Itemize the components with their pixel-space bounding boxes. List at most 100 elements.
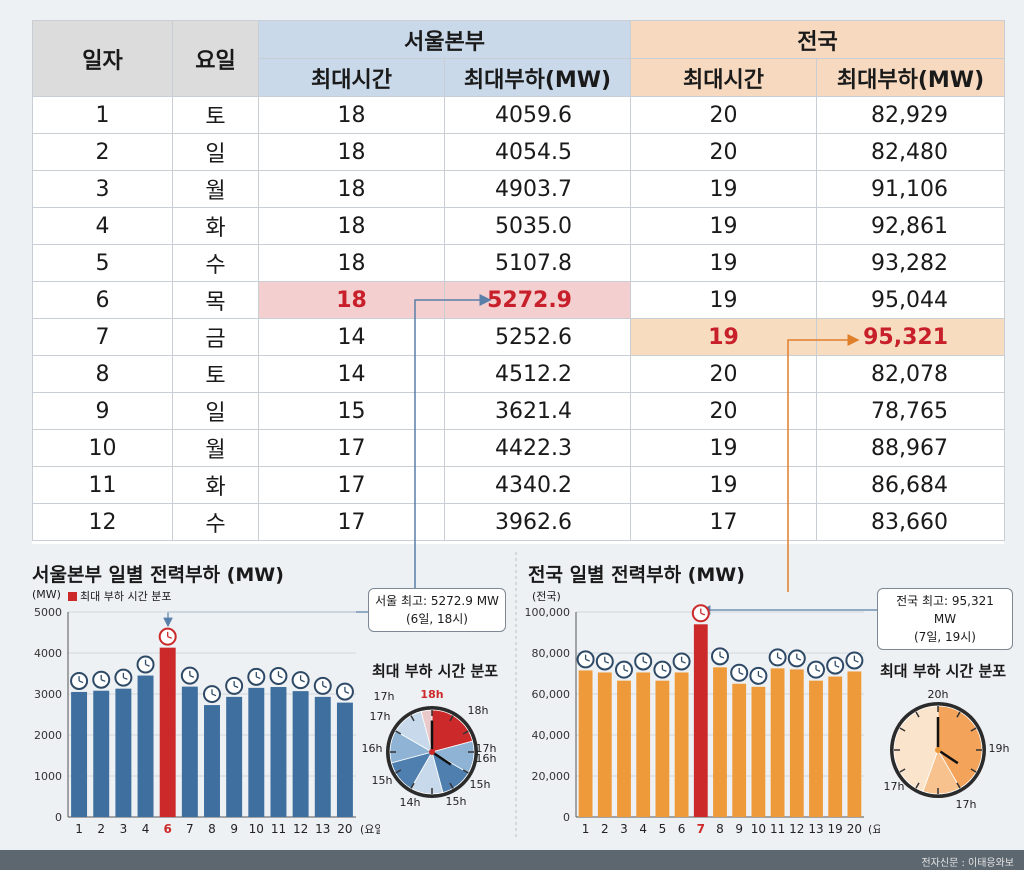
seoul-xtick-label: 9 [230,822,238,836]
national-xtick-label: 20 [847,822,862,836]
weekday-cell: 수 [172,244,259,282]
seoul-legend: 최대 부하 시간 분포 [68,588,171,604]
seoul-clock-tick [449,782,454,789]
seoul-bar [181,686,198,817]
seoul-xtick-label: 2 [97,822,105,836]
seoul-xtick-label: 8 [208,822,216,836]
load-table: 일자 요일 서울본부 전국 최대시간 최대부하(MW) 최대시간 최대부하(MW… [32,20,1006,541]
national-hour-cell: 20 [630,355,817,393]
table-row: 4 화 18 5035.0 19 92,861 [32,207,1006,245]
national-chart-title: 전국 일별 전력부하 (MW) [528,564,745,586]
seoul-legend-label: 최대 부하 시간 분포 [80,590,172,603]
seoul-clock-label: 15h [470,778,491,791]
national-bar [713,667,727,817]
national-load-cell: 82,929 [815,96,1006,134]
seoul-bar [226,696,243,817]
table-row: 10 월 17 4422.3 19 88,967 [32,429,1006,467]
weekday-cell: 토 [172,355,259,393]
national-hour-cell: 17 [630,503,817,541]
national-clock-tick [915,711,920,718]
table-row: 6 목 18 5272.9 19 95,044 [32,281,1006,319]
seoul-x-unit: (요일) [360,822,380,836]
national-bar-clock-icon [576,650,595,669]
national-clock-tick [956,711,961,718]
seoul-clock-center [429,749,435,755]
header-seoul-peak-load: 최대부하(MW) [444,58,631,97]
national-bar-clock-icon [595,652,614,671]
national-bar [828,676,843,817]
national-clock-label: 17h [956,798,977,811]
national-ytick-label: 0 [563,811,570,824]
national-bar-clock-icon [768,648,787,667]
seoul-bar [314,696,331,817]
seoul-ytick-label: 0 [55,811,62,824]
national-xtick-label: 10 [751,822,766,836]
seoul-xtick-label: 11 [271,822,286,836]
national-distribution-clock: 20h 19h 17h 17h [884,688,1010,811]
seoul-bar [248,687,265,817]
national-load-cell: 95,321 [815,318,1006,356]
seoul-bar [204,705,220,817]
national-hour-cell: 19 [630,244,817,282]
seoul-xtick-label: 4 [142,822,150,836]
national-clock-tick [899,727,906,732]
national-xtick-label: 5 [659,822,667,836]
national-bar-clock-icon [615,660,633,679]
seoul-bar-clock-icon [247,667,266,686]
seoul-xtick-label: 3 [120,822,128,836]
national-xtick-label: 6 [678,822,686,836]
national-bar-clock-icon [730,663,749,682]
weekday-cell: 토 [172,96,259,134]
national-load-cell: 93,282 [815,244,1006,282]
seoul-clock-label: 17h [374,690,395,703]
national-callout-line2: (7일, 19시) [914,630,976,644]
seoul-ytick-label: 3000 [34,688,62,701]
seoul-chart-title: 서울본부 일별 전력부하 (MW) [32,564,284,586]
weekday-cell: 목 [172,281,259,319]
seoul-load-cell: 4903.7 [444,170,631,208]
seoul-clock-label: 16h [362,742,383,755]
seoul-clock-tick [395,730,402,735]
national-bar [693,624,708,817]
day-cell: 7 [32,318,173,356]
seoul-bar [336,702,353,817]
national-xtick-label: 4 [639,822,647,836]
seoul-bar-clock-icon [180,666,199,685]
seoul-clock-tick [395,769,402,774]
seoul-clock-label: 15h [372,774,393,787]
seoul-clock-tick [462,730,469,735]
weekday-cell: 금 [172,318,259,356]
national-hour-cell: 19 [630,318,817,356]
seoul-hour-cell: 18 [258,96,445,134]
national-xtick-label: 11 [770,822,785,836]
seoul-xtick-label: 13 [315,822,330,836]
seoul-bar [159,647,176,817]
national-clock-label: 19h [989,742,1010,755]
load-table-container: 일자 요일 서울본부 전국 최대시간 최대부하(MW) 최대시간 최대부하(MW… [32,20,1006,544]
national-bar [674,672,689,817]
seoul-bar-clock-icon [92,670,111,689]
national-bar [617,680,631,817]
seoul-hour-cell: 14 [258,355,445,393]
national-bar [597,672,612,817]
seoul-hour-cell: 17 [258,503,445,541]
table-row: 9 일 15 3621.4 20 78,765 [32,392,1006,430]
national-load-cell: 88,967 [815,429,1006,467]
national-load-cell: 91,106 [815,170,1006,208]
seoul-legend-swatch [68,592,77,601]
national-clock-sector [937,705,983,789]
seoul-chart-ylabel: (MW) [32,588,61,601]
national-clock-center [935,747,941,753]
national-hour-cell: 19 [630,466,817,504]
seoul-bar [270,687,287,817]
national-ytick-label: 80,000 [532,647,571,660]
seoul-xtick-label: 10 [249,822,264,836]
national-xtick-label: 1 [582,822,590,836]
footer-bar [0,850,1024,870]
seoul-clock-label: 17h [476,742,497,755]
table-row: 1 토 18 4059.6 20 82,929 [32,96,1006,134]
national-bar [770,668,785,817]
